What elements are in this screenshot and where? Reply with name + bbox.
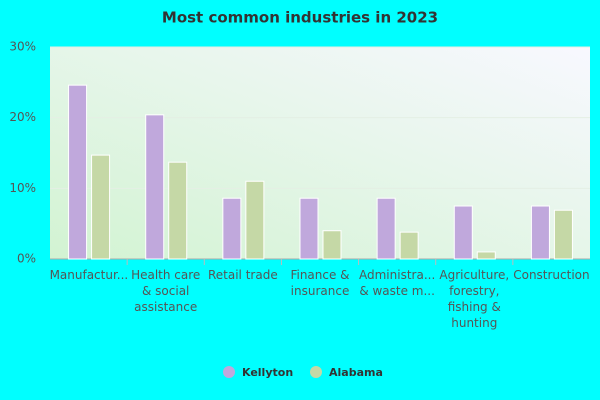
plot-area: [50, 47, 590, 259]
y-tick-label: 20%: [9, 110, 36, 124]
bar: [553, 209, 573, 260]
bar: [168, 161, 188, 260]
bar: [322, 230, 342, 260]
x-tick-label: Retail trade: [207, 268, 278, 282]
x-tick-label: Manufactur...: [49, 268, 129, 282]
x-tick-label: Construction: [513, 268, 590, 282]
chart-title: Most common industries in 2023: [162, 9, 438, 27]
legend-swatch: [223, 366, 235, 378]
bar: [68, 84, 88, 260]
y-tick-label: 10%: [9, 181, 36, 195]
bar: [376, 197, 396, 260]
bar: [530, 205, 550, 260]
bar: [145, 114, 165, 260]
legend-swatch: [310, 366, 322, 378]
bar: [91, 154, 111, 260]
x-tick-label: Health care & social assistance: [131, 268, 201, 314]
x-tick-label: Finance & insurance: [290, 268, 350, 298]
bar: [299, 197, 319, 260]
legend-label: Alabama: [329, 366, 383, 379]
x-tick-label: Administra... & waste m...: [359, 268, 436, 298]
y-tick-label: 30%: [9, 40, 36, 54]
bar: [245, 180, 265, 260]
bar: [222, 197, 242, 260]
bar: [476, 251, 496, 260]
y-tick-label: 0%: [17, 252, 36, 266]
bar: [399, 231, 419, 260]
x-tick-label: Agriculture, forestry, fishing & hunting: [439, 268, 510, 330]
bar: [453, 205, 473, 260]
legend-label: Kellyton: [242, 366, 293, 379]
